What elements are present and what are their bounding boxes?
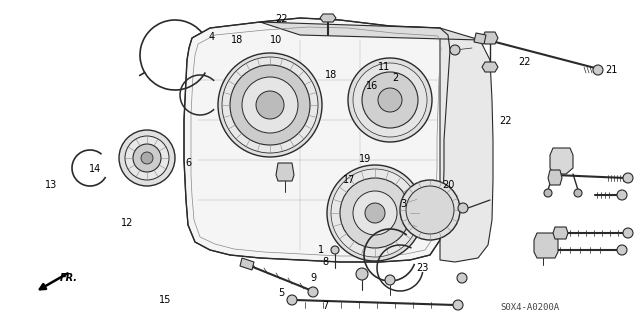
Circle shape [119,130,175,186]
Text: 16: 16 [366,81,379,91]
Circle shape [365,203,385,223]
Circle shape [327,165,423,261]
Text: 21: 21 [605,65,618,75]
Polygon shape [550,148,573,174]
Circle shape [353,191,397,235]
Text: 19: 19 [358,154,371,165]
Circle shape [406,186,454,234]
Circle shape [617,190,627,200]
Text: 3: 3 [400,199,406,209]
Text: 12: 12 [120,218,133,228]
Text: 10: 10 [270,35,283,45]
Text: 22: 22 [518,57,531,67]
Circle shape [133,144,161,172]
Circle shape [230,65,310,145]
Circle shape [348,58,432,142]
Polygon shape [482,62,498,72]
Circle shape [593,65,603,75]
Text: 6: 6 [186,158,192,168]
Polygon shape [276,163,294,181]
Circle shape [385,275,395,285]
Text: 22: 22 [275,14,288,24]
Circle shape [331,169,419,257]
Text: 2: 2 [392,73,399,83]
Circle shape [308,287,318,297]
Circle shape [450,45,460,55]
Text: FR.: FR. [60,273,78,283]
Polygon shape [440,30,493,262]
Circle shape [400,180,460,240]
Circle shape [617,245,627,255]
Polygon shape [474,33,486,44]
Text: 9: 9 [310,272,317,283]
Text: 13: 13 [45,180,58,190]
Polygon shape [534,233,558,258]
Circle shape [218,53,322,157]
Circle shape [256,91,284,119]
Circle shape [340,178,410,248]
Circle shape [356,268,368,280]
Text: 4: 4 [208,32,214,42]
Text: 1: 1 [318,245,324,256]
Circle shape [353,63,427,137]
Circle shape [222,57,318,153]
Circle shape [141,152,153,164]
Text: 5: 5 [278,288,285,299]
Circle shape [125,136,169,180]
Text: 15: 15 [159,295,172,305]
Text: S0X4-A0200A: S0X4-A0200A [500,302,559,311]
Text: 18: 18 [230,35,243,45]
Text: 23: 23 [416,263,429,273]
Circle shape [242,77,298,133]
Circle shape [623,228,633,238]
Text: 20: 20 [442,180,454,190]
Text: 18: 18 [325,70,338,80]
Circle shape [453,300,463,310]
Polygon shape [260,22,480,40]
Text: 8: 8 [322,256,328,267]
Polygon shape [553,227,568,239]
Text: 11: 11 [378,62,390,72]
Circle shape [458,203,468,213]
Polygon shape [240,258,254,270]
Circle shape [457,273,467,283]
Text: 7: 7 [322,301,328,311]
Circle shape [287,295,297,305]
Text: 17: 17 [342,175,355,185]
Text: 14: 14 [88,164,101,174]
Polygon shape [548,170,562,185]
Polygon shape [320,14,336,22]
Text: 22: 22 [499,116,512,126]
Circle shape [544,189,552,197]
Polygon shape [482,32,498,44]
Circle shape [362,72,418,128]
Circle shape [378,88,402,112]
Polygon shape [184,18,450,262]
Circle shape [574,189,582,197]
Circle shape [623,173,633,183]
Circle shape [331,246,339,254]
